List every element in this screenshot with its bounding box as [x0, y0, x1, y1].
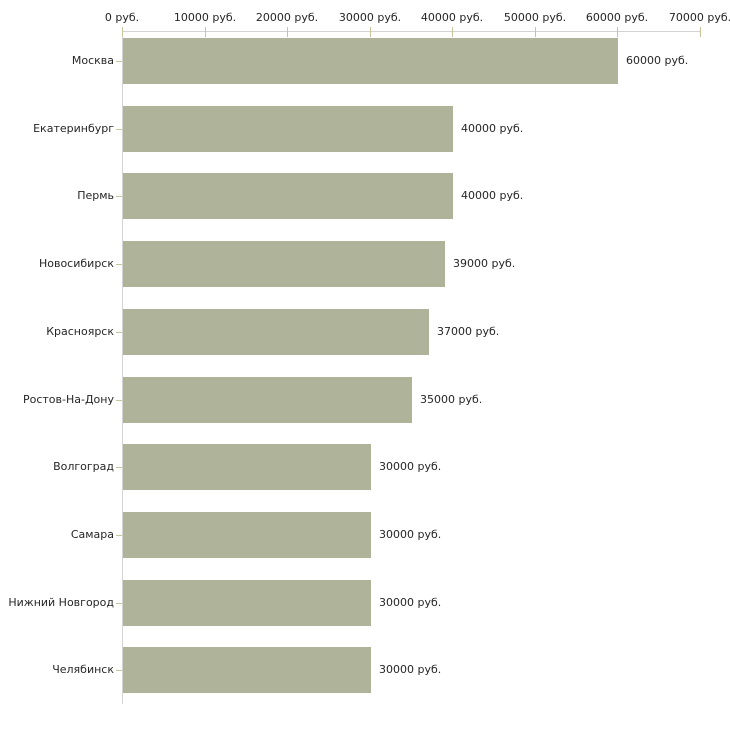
x-axis-tick-label: 70000 руб. — [668, 11, 730, 24]
x-axis-tick-mark — [535, 27, 536, 37]
x-axis-tick-mark — [205, 27, 206, 37]
x-axis-tick-label: 30000 руб. — [338, 11, 402, 24]
category-label: Красноярск — [46, 325, 114, 338]
category-tick-mark — [116, 332, 122, 333]
category-tick-mark — [116, 61, 122, 62]
value-label: 30000 руб. — [379, 528, 442, 541]
value-label: 35000 руб. — [420, 393, 483, 406]
x-axis-tick-mark — [122, 27, 123, 37]
bar — [123, 241, 445, 287]
x-axis-tick-mark — [370, 27, 371, 37]
category-label: Екатеринбург — [33, 122, 114, 135]
x-axis-line — [122, 31, 701, 32]
category-tick-mark — [116, 467, 122, 468]
category-label: Пермь — [77, 189, 114, 202]
category-label: Ростов-На-Дону — [22, 393, 114, 406]
value-label: 40000 руб. — [461, 189, 524, 202]
category-label: Нижний Новгород — [8, 596, 114, 609]
x-axis-tick-label: 40000 руб. — [420, 11, 484, 24]
x-axis-tick-mark — [700, 27, 701, 37]
bar — [123, 106, 453, 152]
category-label: Волгоград — [53, 460, 114, 473]
y-axis-line — [122, 31, 123, 704]
bar — [123, 647, 371, 693]
x-axis-tick-mark — [287, 27, 288, 37]
bar — [123, 580, 371, 626]
value-label: 30000 руб. — [379, 460, 442, 473]
bar — [123, 173, 453, 219]
category-label: Москва — [71, 54, 114, 67]
value-label: 30000 руб. — [379, 596, 442, 609]
category-tick-mark — [116, 264, 122, 265]
x-axis-tick-label: 10000 руб. — [173, 11, 237, 24]
category-tick-mark — [116, 670, 122, 671]
category-label: Новосибирск — [38, 257, 114, 270]
x-axis-tick-mark — [452, 27, 453, 37]
value-label: 39000 руб. — [453, 257, 516, 270]
value-label: 30000 руб. — [379, 663, 442, 676]
x-axis-tick-label: 50000 руб. — [503, 11, 567, 24]
x-axis-tick-label: 20000 руб. — [255, 11, 319, 24]
category-tick-mark — [116, 400, 122, 401]
category-tick-mark — [116, 196, 122, 197]
bar — [123, 444, 371, 490]
value-label: 40000 руб. — [461, 122, 524, 135]
x-axis-tick-mark — [617, 27, 618, 37]
category-label: Челябинск — [52, 663, 114, 676]
x-axis-tick-label: 0 руб. — [104, 11, 140, 24]
bar — [123, 377, 412, 423]
bar — [123, 512, 371, 558]
bar — [123, 38, 618, 84]
bar — [123, 309, 429, 355]
value-label: 60000 руб. — [626, 54, 689, 67]
category-label: Самара — [70, 528, 114, 541]
x-axis-tick-label: 60000 руб. — [585, 11, 649, 24]
category-tick-mark — [116, 603, 122, 604]
category-tick-mark — [116, 129, 122, 130]
value-label: 37000 руб. — [437, 325, 500, 338]
category-tick-mark — [116, 535, 122, 536]
